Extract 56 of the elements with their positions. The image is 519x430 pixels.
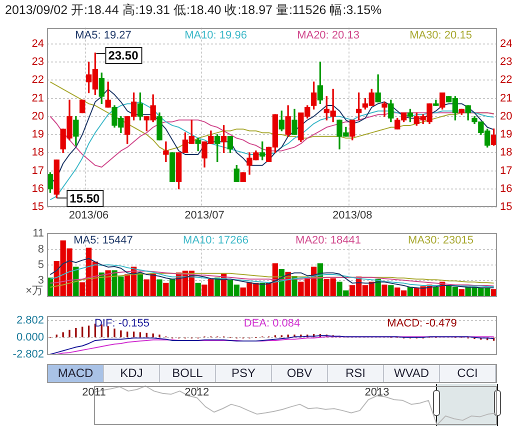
x-tick-label: 2013/07	[184, 210, 224, 222]
text: MA30: 23015	[408, 234, 474, 247]
text: PSY	[216, 365, 272, 382]
y-tick-label: 8	[38, 243, 44, 256]
x-tick-label: 2011	[82, 386, 106, 399]
text: MACD	[48, 365, 104, 382]
series-label: DEA: 0.084	[244, 318, 300, 330]
text: WVAD	[384, 365, 440, 382]
annotation: 15.50	[70, 191, 100, 206]
text: MA30: 20.15	[410, 30, 472, 42]
chart-title: 2013/09/02 开:18.44 高:19.31 低:18.40 收:18.97 量:11526 幅:3.15%	[5, 2, 382, 19]
y2-tick-label: 18	[500, 146, 512, 159]
annotation: 23.50	[108, 48, 139, 62]
y-tick-label: 0.000	[16, 331, 44, 344]
y-tick-label: 3	[38, 274, 44, 287]
y-tick-label: -2.802	[12, 348, 44, 360]
text: BOLL	[160, 365, 216, 382]
x-tick-label: 2013/06	[68, 210, 109, 222]
y-tick-label: 20	[32, 110, 44, 122]
y-tick-label: 22	[32, 74, 44, 86]
text: CCI	[440, 365, 496, 382]
text: MA5: 19.27	[75, 30, 132, 42]
y-tick-label: 17	[32, 164, 44, 177]
text: MA20: 20.13	[297, 30, 360, 42]
y2-tick-label: 23	[500, 56, 512, 68]
x-tick-label: 2013/08	[332, 210, 372, 222]
y-tick-label: 19	[32, 128, 44, 141]
y2-tick-label: 16	[500, 182, 512, 195]
x-tick-label: 2012	[184, 386, 210, 399]
text: MA20: 18441	[296, 234, 361, 247]
text: MA10: 17266	[183, 234, 248, 247]
text: OBV	[272, 365, 328, 382]
y2-tick-label: 15	[500, 201, 512, 214]
y2-tick-label: 17	[500, 164, 512, 177]
series-label: MACD: -0.479	[387, 318, 457, 330]
y2-tick-label: 24	[500, 38, 512, 50]
y-tick-label: 16	[32, 182, 44, 195]
x-tick-label: 2013	[364, 386, 390, 399]
text: MA10: 19.96	[184, 30, 247, 42]
y-tick-label: 24	[32, 38, 44, 50]
y2-tick-label: 19	[500, 128, 512, 141]
series-label: MA5: 15447	[74, 234, 133, 247]
y2-tick-label: 21	[500, 92, 512, 104]
y2-tick-label: 22	[500, 74, 512, 86]
y-tick-label: 5	[38, 259, 44, 272]
y-tick-label: 23	[32, 56, 44, 68]
y-tick-label: 2.802	[16, 314, 44, 326]
y2-tick-label: 20	[500, 110, 512, 122]
text: KDJ	[104, 365, 160, 382]
y-tick-label: 18	[32, 146, 44, 159]
y-tick-label: 21	[32, 92, 44, 104]
series-label: DIF: -0.155	[94, 318, 150, 330]
y-tick-label: 15	[32, 201, 44, 214]
text: RSI	[328, 365, 384, 382]
y-axis-title: ×万	[26, 284, 43, 297]
y-tick-label: 11	[32, 228, 44, 240]
